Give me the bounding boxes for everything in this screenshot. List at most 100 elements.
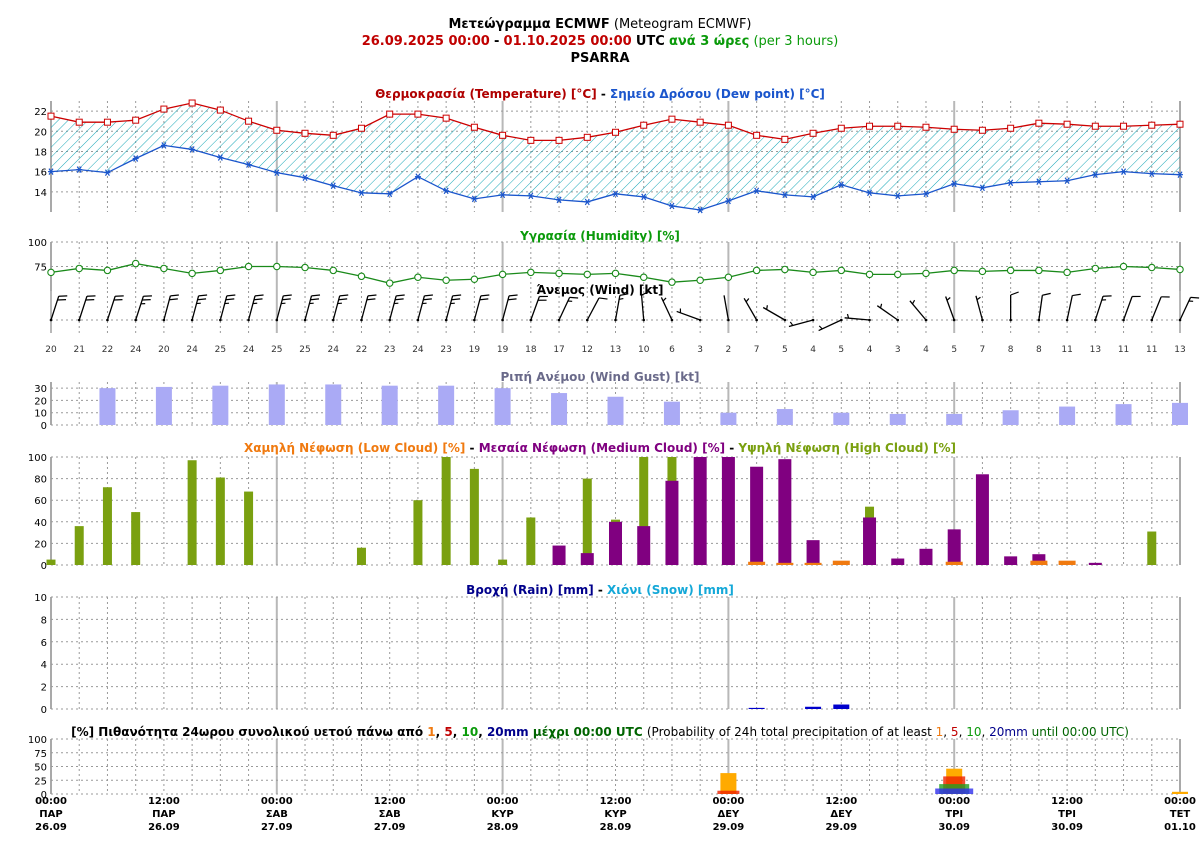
humidity-point [611,269,620,278]
dewpoint-point-stroke [895,192,901,200]
time-axis-label: 12:00 ΚΥΡ 28.09 [600,796,632,833]
medium-cloud-bar [665,480,679,565]
humidity-point [442,276,450,284]
wind-speed-label: 20 [45,345,57,355]
wind-speed-label: 24 [412,345,424,355]
dewpoint-point [273,169,280,176]
wind-barb-half-feather [946,297,951,301]
gust-bar [212,385,229,425]
rain-title-sep: - [593,583,608,597]
dewpoint-point-stroke [358,189,364,197]
wind-speed-label: 5 [782,345,788,355]
time-axis-hour: 12:00 [374,796,406,807]
dewpoint-point [556,196,563,204]
dewpoint-point-stroke [697,206,703,214]
dewpoint-point [1148,170,1155,177]
dewpoint-point-stroke [613,190,618,198]
wind-barb-station [924,318,928,322]
dewpoint-point [838,181,845,189]
time-axis-label: 12:00 ΔΕΥ 29.09 [825,796,857,833]
wind-barb-station [1009,318,1012,322]
time-axis-hour: 00:00 [487,796,519,807]
wind-speed-label: 11 [1118,345,1129,355]
dewpoint-point [640,193,647,201]
time-axis-label: 00:00 ΔΕΥ 29.09 [712,796,744,833]
wind-speed-label: 2 [726,345,732,355]
time-axis-date: 30.09 [1051,822,1083,833]
dewpoint-point [584,198,591,206]
dewpoint-point-stroke [641,193,647,201]
prob-threshold-5: 5 [444,725,453,739]
medium-cloud-bar [693,457,707,565]
medium-cloud-bar [891,558,905,565]
wind-barb-station [1150,318,1154,322]
precip-panel-y-tick-label: 8 [41,615,47,626]
prob-comma-3: , [478,725,483,739]
wind-barb [106,295,124,322]
temperature-point [414,110,422,118]
wind-barb-station [755,318,758,322]
time-axis-hour: 12:00 [148,796,180,807]
wind-speed-label: 7 [754,345,760,355]
humidity-point [1091,264,1100,273]
wind-barb-staff [304,295,313,321]
gust-bar [889,413,906,425]
wind-barb-station [331,318,335,322]
gust-bar [551,393,568,425]
time-axis-date: 29.09 [825,822,857,833]
humidity-point [950,266,958,275]
high-cloud-bar [187,460,197,565]
humidity-title: Υγρασία (Humidity) [%] [520,229,680,243]
medium-cloud-bar [806,540,820,565]
time-axis-label: 12:00 ΠΑΡ 26.09 [148,796,180,833]
wind-barb-staff [1179,297,1192,321]
gust-bar [607,396,624,425]
temperature-point [1176,120,1184,128]
high-cloud-bar [639,457,649,565]
wind-barb-station [614,318,617,322]
dewpoint-point-stroke [556,196,562,204]
dewpoint-point [302,174,309,182]
rain-bar [805,706,822,709]
humidity-point [781,265,789,274]
humidity-point [865,270,874,279]
wind-barb-feather [169,298,178,301]
dewpoint-point-stroke [76,166,82,173]
temperature-point [640,121,648,129]
medium-cloud-bar [863,517,877,565]
dewpoint-point [104,169,111,176]
wind-barb-half-feather [619,297,624,300]
gust-bar [776,409,793,425]
wind-speed-label: 5 [951,345,957,355]
low-cloud-bar [748,561,766,565]
temperature-point [978,126,986,134]
prob-en-10: 10 [966,725,982,739]
humidity-point [1063,268,1071,277]
wind-barb-staff [50,296,60,321]
time-axis-day: ΔΕΥ [717,809,740,820]
wind-barb-station [1122,318,1125,322]
humidity-point [837,266,846,275]
high-cloud-bar [1147,531,1157,565]
wind-barb-staff [1038,295,1043,321]
temp-panel-y-tick-label: 18 [34,147,47,158]
wind-barb-feather [367,294,377,297]
dewpoint-point [612,190,619,198]
wind-barb-staff [191,295,200,321]
humidity-point [752,266,761,275]
humidity-point [1176,265,1184,274]
wind-barb-station [77,318,81,322]
wind-barb-station [473,318,476,322]
header-utc: UTC [635,34,665,49]
high-cloud-bar [131,512,141,565]
humidity-point [414,273,422,282]
dewpoint-point [894,192,901,200]
dewpoint-point-stroke [471,195,477,203]
wind-speed-label: 18 [525,345,537,355]
wind-barb-station [247,318,250,322]
wind-barb-staff [106,296,116,321]
wind-barb-staff [844,317,870,321]
medium-cloud-title: Μεσαία Νέφωση (Medium Cloud) [%] [478,441,726,455]
wind-barb [614,293,629,322]
